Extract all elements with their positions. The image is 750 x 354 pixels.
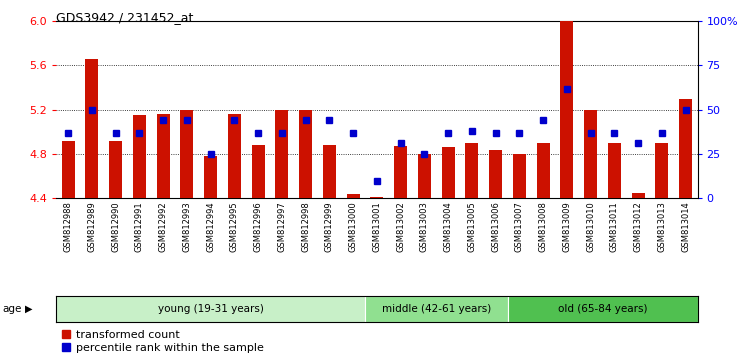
Bar [656, 143, 668, 198]
Text: GSM813006: GSM813006 [491, 201, 500, 252]
Bar [346, 194, 360, 198]
Text: GSM813011: GSM813011 [610, 201, 619, 252]
Bar [251, 145, 265, 198]
Text: GSM813010: GSM813010 [586, 201, 596, 252]
Bar [133, 115, 146, 198]
Bar [418, 154, 431, 198]
Text: GSM813013: GSM813013 [657, 201, 666, 252]
FancyBboxPatch shape [365, 296, 508, 322]
Bar [608, 143, 621, 198]
Bar [322, 145, 336, 198]
Bar [228, 114, 241, 198]
Text: GSM812989: GSM812989 [87, 201, 96, 252]
Text: middle (42-61 years): middle (42-61 years) [382, 304, 490, 314]
Bar [394, 146, 407, 198]
Bar [489, 150, 502, 198]
Text: GSM812993: GSM812993 [182, 201, 191, 252]
Bar [584, 110, 597, 198]
Text: ▶: ▶ [25, 304, 32, 314]
Bar [109, 141, 122, 198]
Text: GSM813005: GSM813005 [467, 201, 476, 252]
Text: GSM812999: GSM812999 [325, 201, 334, 252]
Text: GSM812988: GSM812988 [64, 201, 73, 252]
Text: GSM813014: GSM813014 [681, 201, 690, 252]
FancyBboxPatch shape [56, 296, 365, 322]
Text: GSM813001: GSM813001 [372, 201, 381, 252]
Text: GSM812992: GSM812992 [159, 201, 168, 252]
Bar [632, 193, 645, 198]
Bar [180, 110, 194, 198]
Text: GSM813002: GSM813002 [396, 201, 405, 252]
Text: age: age [2, 304, 22, 314]
Text: old (65-84 years): old (65-84 years) [558, 304, 647, 314]
Text: GDS3942 / 231452_at: GDS3942 / 231452_at [56, 11, 194, 24]
Text: GSM813004: GSM813004 [444, 201, 452, 252]
Text: young (19-31 years): young (19-31 years) [158, 304, 263, 314]
FancyBboxPatch shape [508, 296, 698, 322]
Bar [157, 114, 170, 198]
Bar [536, 143, 550, 198]
Bar [275, 110, 289, 198]
Bar [513, 154, 526, 198]
Text: GSM812990: GSM812990 [111, 201, 120, 252]
Text: GSM812997: GSM812997 [278, 201, 286, 252]
Text: GSM813008: GSM813008 [538, 201, 548, 252]
Text: GSM813007: GSM813007 [514, 201, 523, 252]
Text: GSM813000: GSM813000 [349, 201, 358, 252]
Text: GSM812991: GSM812991 [135, 201, 144, 252]
Bar [299, 110, 312, 198]
Text: GSM813012: GSM813012 [634, 201, 643, 252]
Legend: transformed count, percentile rank within the sample: transformed count, percentile rank withi… [62, 330, 264, 353]
Text: GSM813003: GSM813003 [420, 201, 429, 252]
Bar [204, 156, 218, 198]
Bar [86, 59, 98, 198]
Text: GSM812996: GSM812996 [254, 201, 262, 252]
Bar [465, 143, 478, 198]
Text: GSM812995: GSM812995 [230, 201, 238, 252]
Bar [442, 147, 454, 198]
Text: GSM812994: GSM812994 [206, 201, 215, 252]
Bar [679, 99, 692, 198]
Bar [560, 21, 574, 198]
Text: GSM812998: GSM812998 [301, 201, 310, 252]
Bar [370, 197, 383, 198]
Bar [62, 141, 75, 198]
Text: GSM813009: GSM813009 [562, 201, 572, 252]
